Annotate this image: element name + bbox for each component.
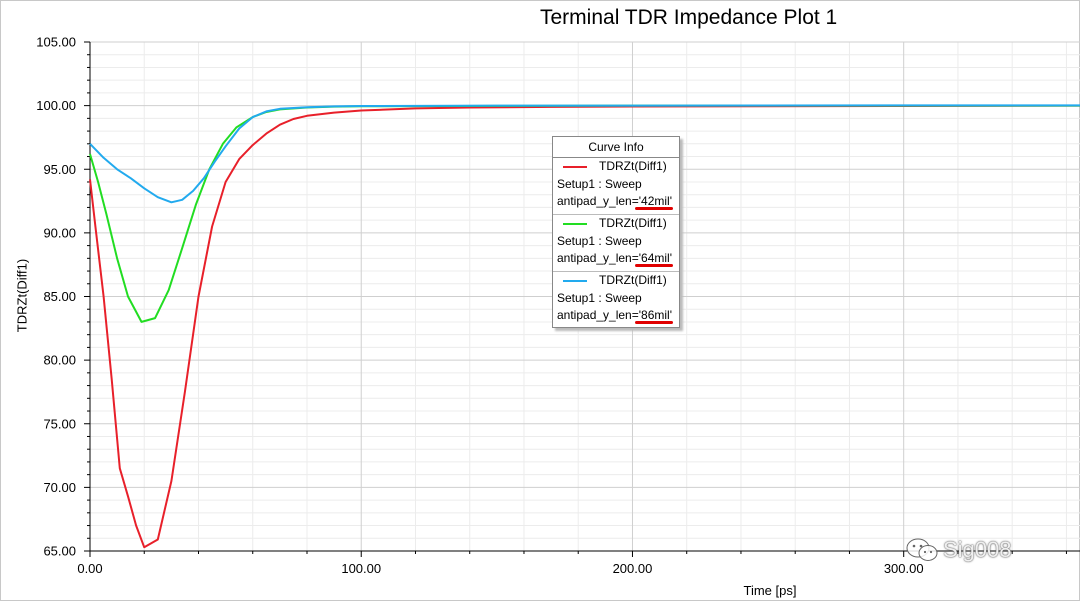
legend-swatch-2 xyxy=(563,222,587,225)
series-line-1 xyxy=(89,104,1080,549)
watermark-text: Sig008 xyxy=(943,537,1012,563)
x-tick-label: 300.00 xyxy=(884,561,924,576)
y-tick-label: 90.00 xyxy=(43,225,76,240)
chat-bubble-icon xyxy=(906,538,938,562)
legend-param-3: antipad_y_len='86mil' xyxy=(557,308,672,322)
legend-swatch-3 xyxy=(563,279,587,282)
grid xyxy=(90,41,1080,551)
highlight-underline-3 xyxy=(635,321,673,324)
legend-swatch-1 xyxy=(563,165,587,168)
highlight-underline-1 xyxy=(635,207,673,210)
y-axis-label: TDRZt(Diff1) xyxy=(14,258,30,333)
legend-series-name-3: TDRZt(Diff1) xyxy=(599,273,667,287)
y-tick-label: 105.00 xyxy=(36,35,76,50)
x-tick-label: 0.00 xyxy=(77,561,102,576)
y-tick-label: 100.00 xyxy=(36,98,76,113)
y-tick-label: 75.00 xyxy=(43,416,76,431)
watermark: Sig008 xyxy=(905,536,1055,564)
series-lines xyxy=(89,104,1080,549)
chart-title: Terminal TDR Impedance Plot 1 xyxy=(540,6,838,29)
series-line-3 xyxy=(89,104,1080,204)
y-tick-label: 70.00 xyxy=(43,480,76,495)
legend-setup-2: Setup1 : Sweep xyxy=(557,233,642,248)
legend-series-name-1: TDRZt(Diff1) xyxy=(599,159,667,173)
axes: 65.00 70.00 75.00 80.00 85.00 90.00 95.00 100.0… xyxy=(36,35,1080,576)
legend-setup-3: Setup1 : Sweep xyxy=(557,290,642,305)
legend-param-1: antipad_y_len='42mil' xyxy=(557,194,672,208)
x-tick-label: 200.00 xyxy=(613,561,653,576)
y-tick-label: 65.00 xyxy=(43,544,76,559)
legend-entry-1[interactable]: TDRZt(Diff1) Setup1 : Sweep antipad_y_le… xyxy=(553,158,679,214)
y-tick-label: 85.00 xyxy=(43,289,76,304)
y-tick-label: 80.00 xyxy=(43,353,76,368)
legend[interactable]: Curve Info TDRZt(Diff1) Setup1 : Sweep a… xyxy=(552,136,680,328)
legend-entry-3[interactable]: TDRZt(Diff1) Setup1 : Sweep antipad_y_le… xyxy=(553,271,679,328)
legend-series-name-2: TDRZt(Diff1) xyxy=(599,216,667,230)
y-tick-label: 95.00 xyxy=(43,162,76,177)
legend-param-2: antipad_y_len='64mil' xyxy=(557,251,672,265)
legend-entry-2[interactable]: TDRZt(Diff1) Setup1 : Sweep antipad_y_le… xyxy=(553,214,679,271)
legend-setup-1: Setup1 : Sweep xyxy=(557,176,642,191)
highlight-underline-2 xyxy=(635,264,673,267)
legend-title: Curve Info xyxy=(553,137,679,158)
x-tick-label: 100.00 xyxy=(341,561,381,576)
x-axis-label: Time [ps] xyxy=(743,583,797,598)
